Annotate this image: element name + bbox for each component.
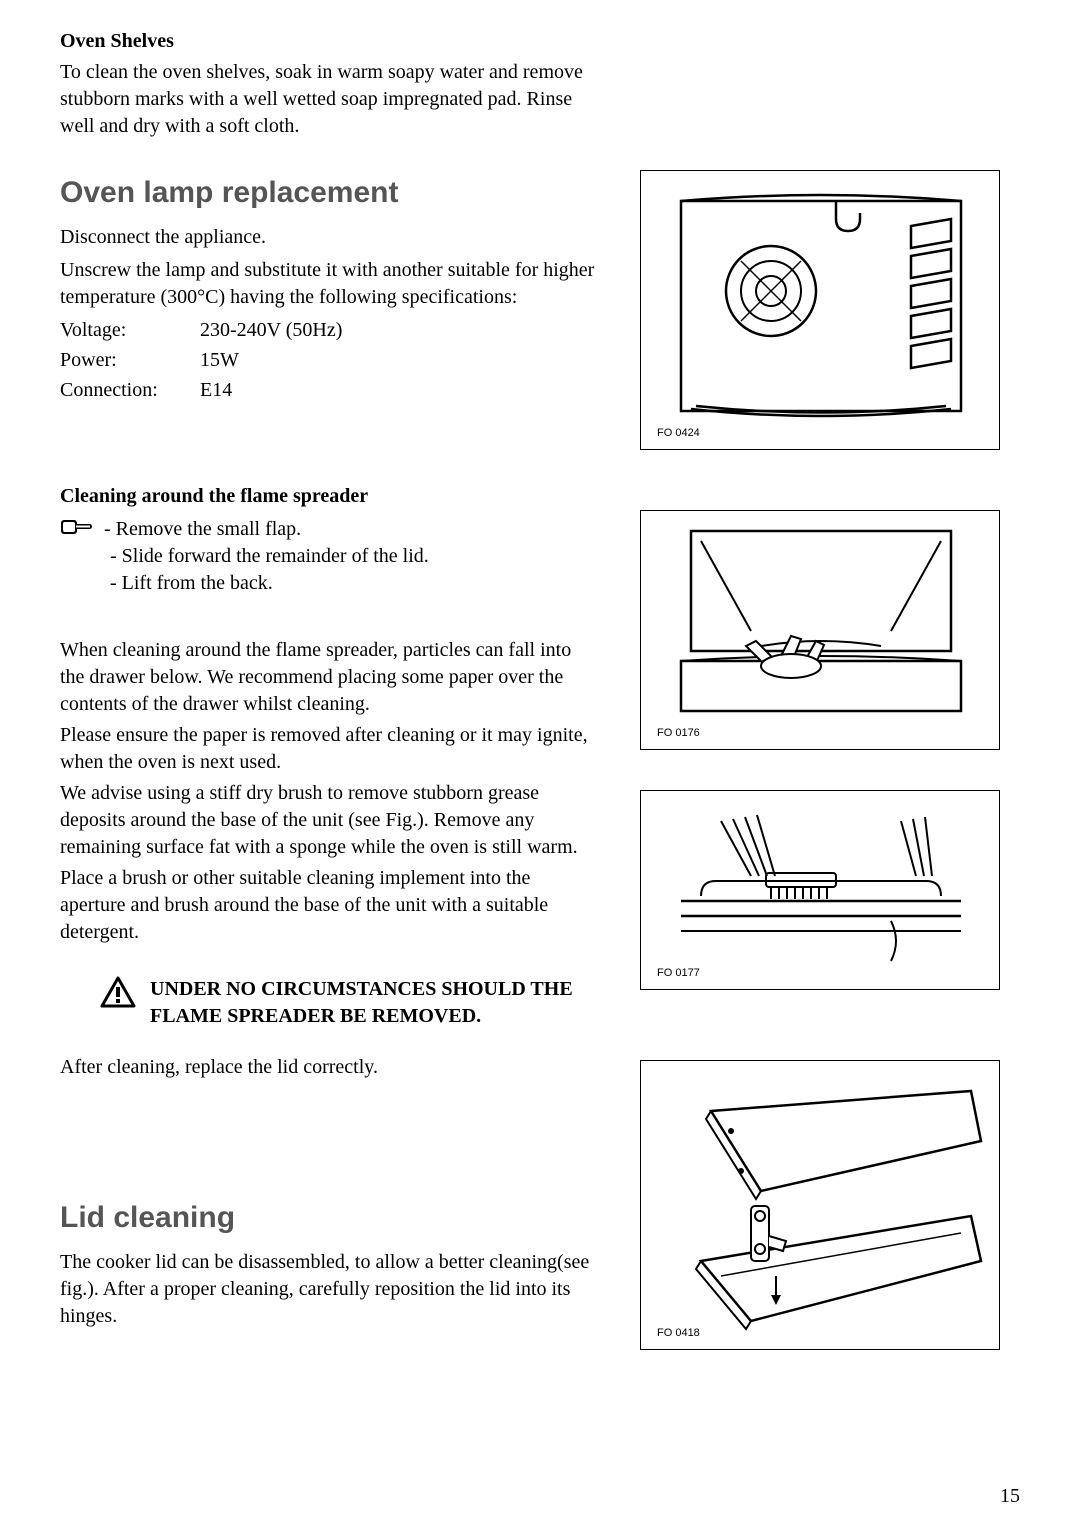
figure-lamp: FO 0424 <box>640 170 1000 450</box>
page-number: 15 <box>1000 1485 1020 1508</box>
bullet-item: - Remove the small flap. <box>104 516 600 543</box>
warning-triangle-icon <box>100 976 136 1008</box>
flame-para-4: Place a brush or other suitable cleaning… <box>60 865 600 946</box>
warning-text: UNDER NO CIRCUMSTANCES SHOULD THE FLAME … <box>150 976 600 1030</box>
flame-spreader-heading: Cleaning around the flame spreader <box>60 485 600 508</box>
bullet-item: - Slide forward the remainder of the lid… <box>110 543 600 570</box>
oven-shelves-heading: Oven Shelves <box>60 30 600 53</box>
bullet-item: - Lift from the back. <box>110 570 600 597</box>
figure-brush: FO 0177 <box>640 790 1000 990</box>
spec-value: E14 <box>200 375 232 405</box>
after-cleaning-text: After cleaning, replace the lid correctl… <box>60 1054 600 1081</box>
hand-pointing-icon <box>60 516 94 540</box>
spec-row-connection: Connection: E14 <box>60 375 600 405</box>
spec-label: Connection: <box>60 375 200 405</box>
lamp-intro-1: Disconnect the appliance. <box>60 224 600 251</box>
figure-drawer: FO 0176 <box>640 510 1000 750</box>
spec-label: Power: <box>60 345 200 375</box>
spec-value: 230-240V (50Hz) <box>200 315 342 345</box>
warning-row: UNDER NO CIRCUMSTANCES SHOULD THE FLAME … <box>100 976 600 1030</box>
flame-para-2: Please ensure the paper is removed after… <box>60 722 600 776</box>
flame-para-1: When cleaning around the flame spreader,… <box>60 637 600 718</box>
figure-label: FO 0176 <box>657 727 700 739</box>
spec-value: 15W <box>200 345 239 375</box>
figure-label: FO 0418 <box>657 1327 700 1339</box>
lamp-intro-2: Unscrew the lamp and substitute it with … <box>60 257 600 311</box>
figure-label: FO 0424 <box>657 427 700 439</box>
spec-row-power: Power: 15W <box>60 345 600 375</box>
spec-row-voltage: Voltage: 230-240V (50Hz) <box>60 315 600 345</box>
figure-lid-hinge: FO 0418 <box>640 1060 1000 1350</box>
figure-label: FO 0177 <box>657 967 700 979</box>
spec-label: Voltage: <box>60 315 200 345</box>
lid-cleaning-body: The cooker lid can be disassembled, to a… <box>60 1249 600 1330</box>
lamp-replacement-heading: Oven lamp replacement <box>60 176 600 210</box>
oven-shelves-body: To clean the oven shelves, soak in warm … <box>60 59 600 140</box>
lid-cleaning-heading: Lid cleaning <box>60 1201 600 1235</box>
flame-para-3: We advise using a stiff dry brush to rem… <box>60 780 600 861</box>
note-row: - Remove the small flap. <box>60 516 600 543</box>
